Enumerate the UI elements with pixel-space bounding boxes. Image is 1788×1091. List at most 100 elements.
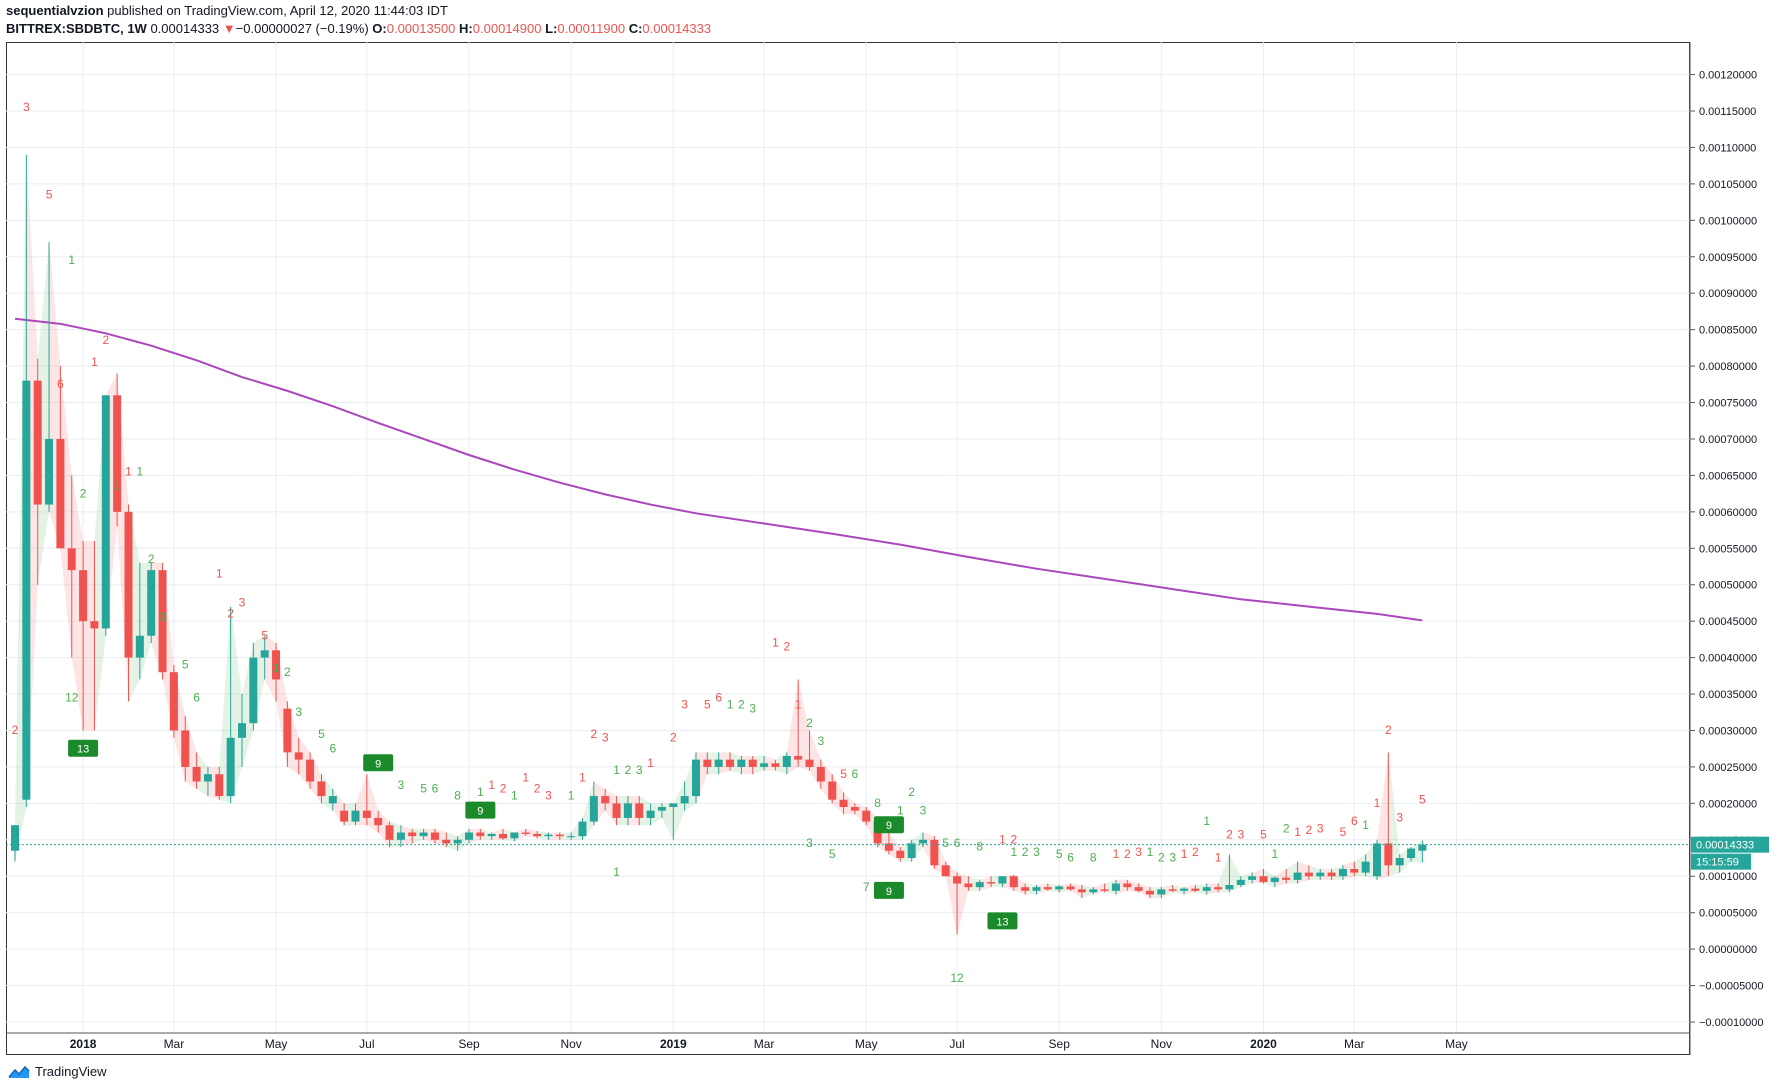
count-label: 3 [159,610,166,624]
time-tick-label: 2020 [1250,1037,1277,1051]
candle-body [1293,872,1302,880]
count-label: 5 [261,628,268,642]
candle-body [442,839,451,844]
count-label: 1 [1272,847,1279,861]
cloud-segment [1206,883,1219,895]
count-badge-box [987,912,1018,930]
low-value: 0.00011900 [557,21,626,36]
candle-body [726,759,735,767]
count-label: 2 [1385,723,1392,737]
candle-body [499,833,508,839]
candle-body [919,839,927,844]
candle-body [226,737,235,797]
count-label: 2 [1192,845,1199,859]
candle-body [408,832,417,837]
candle-body [1146,890,1154,895]
count-label: 1 [999,832,1006,846]
cloud-segment [1138,883,1150,899]
count-badge-label: 9 [886,820,892,832]
count-badge-box [873,816,904,834]
cloud-segment [1263,868,1275,888]
count-label: 12 [65,690,79,704]
candle-body [169,672,178,731]
time-tick-label: Nov [560,1037,581,1051]
price-tick-label: 0.00070000 [1699,434,1757,446]
price-tick-label: 0.00045000 [1699,616,1757,628]
count-label: 2 [227,607,234,621]
cloud-segment [196,752,208,797]
time-tick-label: Nov [1151,1037,1172,1051]
candle-body [953,876,962,884]
count-label: 2 [500,781,507,795]
count-label: 6 [432,781,439,795]
candle-body [703,759,712,767]
candle-body [828,781,837,800]
count-badge-label: 9 [886,886,892,898]
cloud-segment [1218,854,1230,893]
count-label: 1 [568,789,575,803]
count-label: 1 [137,464,144,478]
candle-body [79,570,88,622]
count-label: 5 [942,836,949,850]
candle-body [1055,886,1064,890]
count-badge-box [873,881,904,899]
candle-body [646,810,655,818]
count-label: 8 [1090,851,1097,865]
candle-body [1077,889,1086,893]
price-tick-label: 0.00060000 [1699,507,1757,519]
symbol-name[interactable]: BITTREX:SBDBTC, 1W [6,21,147,36]
count-badge-label: 13 [996,916,1008,928]
candle-body [192,766,201,782]
count-label: 1 [125,464,132,478]
price-tick-label: 0.00080000 [1699,361,1757,373]
count-label: 7 [863,880,870,894]
cloud-segment [718,752,731,775]
count-label: 1 [488,778,495,792]
count-label: 3 [1237,827,1244,841]
tradingview-brand[interactable]: TradingView [35,1064,107,1079]
price-tick-label: 0.00000000 [1699,944,1757,956]
count-label: 6 [193,690,200,704]
price-tick-label: 0.00075000 [1699,398,1757,410]
candle-body [850,807,859,811]
candle-body [1100,889,1109,891]
time-tick-label: Mar [1344,1037,1365,1051]
cloud-segment [661,803,674,840]
candle-body [987,882,996,884]
candle-body [555,834,564,837]
cloud-segment [1161,884,1173,899]
price-tick-label: 0.00050000 [1699,580,1757,592]
candle-body [1066,886,1075,890]
candle-body [1259,876,1268,883]
count-label: 6 [57,377,64,391]
close-label: C: [628,21,643,36]
count-label: 2 [908,785,915,799]
candle-body [215,774,224,797]
count-label: 5 [182,658,189,672]
candle-body [544,834,553,837]
count-label: 5 [1419,792,1426,806]
cloud-segment [798,679,810,771]
cloud-segment [786,679,799,775]
count-label: 1 [795,698,802,712]
price-tick-label: 0.00040000 [1699,653,1757,665]
candle-body [135,635,144,658]
candle-body [589,796,598,822]
count-label: 3 [1033,845,1040,859]
cloud-segment [400,825,413,848]
count-label: 1 [91,355,98,369]
cloud-segment [673,781,685,840]
candle-body [714,759,723,767]
candle-body [782,755,791,767]
count-label: 3 [398,778,405,792]
candle-body [1202,887,1211,891]
price-tick-label: −0.00010000 [1699,1017,1764,1029]
candle-body [147,570,156,636]
time-tick-label: Sep [1049,1037,1071,1051]
count-label: 5 [840,767,847,781]
count-label: 3 [23,100,30,114]
count-label: 2 [806,716,813,730]
candle-body [11,825,19,851]
count-label: 8 [976,840,983,854]
